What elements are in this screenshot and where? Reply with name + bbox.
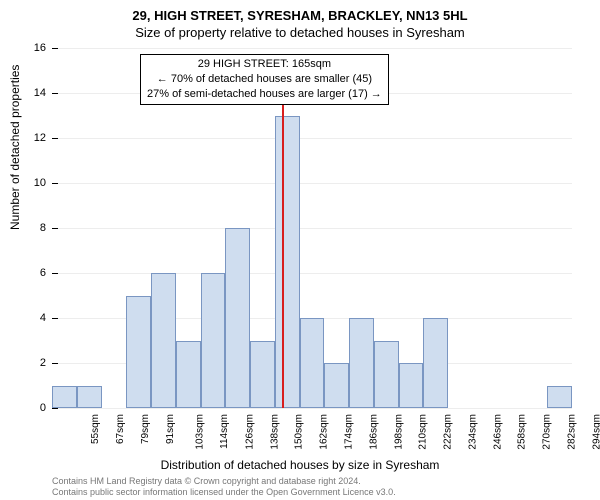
credits-line1: Contains HM Land Registry data © Crown c… — [52, 476, 396, 487]
histogram-bar — [423, 318, 448, 408]
histogram-bar — [324, 363, 349, 408]
x-tick-label: 246sqm — [492, 414, 503, 450]
y-tick-label: 14 — [24, 87, 46, 99]
histogram-bar — [349, 318, 374, 408]
gridline — [52, 408, 572, 409]
y-tick-label: 6 — [24, 267, 46, 279]
y-tick-label: 16 — [24, 42, 46, 54]
y-tick-label: 4 — [24, 312, 46, 324]
y-tick-label: 12 — [24, 132, 46, 144]
callout-line2: ← 70% of detached houses are smaller (45… — [147, 72, 382, 87]
gridline — [52, 228, 572, 229]
gridline — [52, 273, 572, 274]
y-tick-label: 8 — [24, 222, 46, 234]
histogram-bar — [52, 386, 77, 409]
x-tick-label: 91sqm — [165, 414, 176, 444]
histogram-bar — [250, 341, 275, 409]
x-tick-label: 258sqm — [517, 414, 528, 450]
x-tick-label: 210sqm — [418, 414, 429, 450]
histogram-bar — [126, 296, 151, 409]
page-title: 29, HIGH STREET, SYRESHAM, BRACKLEY, NN1… — [0, 0, 600, 23]
x-tick-label: 198sqm — [393, 414, 404, 450]
callout-line3: 27% of semi-detached houses are larger (… — [147, 87, 382, 102]
x-tick-label: 138sqm — [269, 414, 280, 450]
x-tick-label: 79sqm — [140, 414, 151, 444]
y-tick — [52, 363, 58, 364]
y-tick — [52, 228, 58, 229]
y-tick — [52, 318, 58, 319]
credits: Contains HM Land Registry data © Crown c… — [52, 476, 396, 499]
y-axis-title: Number of detached properties — [8, 65, 22, 230]
y-tick — [52, 48, 58, 49]
page-subtitle: Size of property relative to detached ho… — [0, 23, 600, 40]
x-tick-label: 282sqm — [566, 414, 577, 450]
x-tick-label: 222sqm — [443, 414, 454, 450]
histogram-bar — [399, 363, 424, 408]
x-tick-label: 103sqm — [195, 414, 206, 450]
marker-line — [282, 77, 284, 408]
gridline — [52, 48, 572, 49]
y-tick — [52, 93, 58, 94]
histogram-bar — [201, 273, 226, 408]
callout-box: 29 HIGH STREET: 165sqm← 70% of detached … — [140, 54, 389, 105]
x-tick-label: 126sqm — [245, 414, 256, 450]
x-tick-label: 150sqm — [294, 414, 305, 450]
gridline — [52, 138, 572, 139]
gridline — [52, 183, 572, 184]
y-tick-label: 2 — [24, 357, 46, 369]
histogram-bar — [225, 228, 250, 408]
histogram-bar — [151, 273, 176, 408]
x-tick-label: 234sqm — [467, 414, 478, 450]
credits-line2: Contains public sector information licen… — [52, 487, 396, 498]
y-tick — [52, 183, 58, 184]
y-tick — [52, 408, 58, 409]
histogram-bar — [547, 386, 572, 409]
x-tick-label: 114sqm — [219, 414, 230, 449]
y-tick-label: 10 — [24, 177, 46, 189]
histogram-bar — [176, 341, 201, 409]
histogram-bar — [275, 116, 300, 409]
x-tick-label: 162sqm — [319, 414, 330, 450]
y-tick — [52, 138, 58, 139]
x-tick-label: 55sqm — [90, 414, 101, 444]
x-tick-label: 174sqm — [344, 414, 355, 450]
x-axis-title: Distribution of detached houses by size … — [0, 458, 600, 472]
histogram-bar — [300, 318, 325, 408]
y-tick-label: 0 — [24, 402, 46, 414]
x-tick-label: 186sqm — [368, 414, 379, 450]
histogram-bar — [77, 386, 102, 409]
histogram-bar — [374, 341, 399, 409]
histogram-chart: 024681012141655sqm67sqm79sqm91sqm103sqm1… — [52, 48, 572, 409]
x-tick-label: 67sqm — [115, 414, 126, 444]
x-tick-label: 294sqm — [591, 414, 600, 450]
x-tick-label: 270sqm — [542, 414, 553, 450]
y-tick — [52, 273, 58, 274]
callout-line1: 29 HIGH STREET: 165sqm — [147, 57, 382, 72]
